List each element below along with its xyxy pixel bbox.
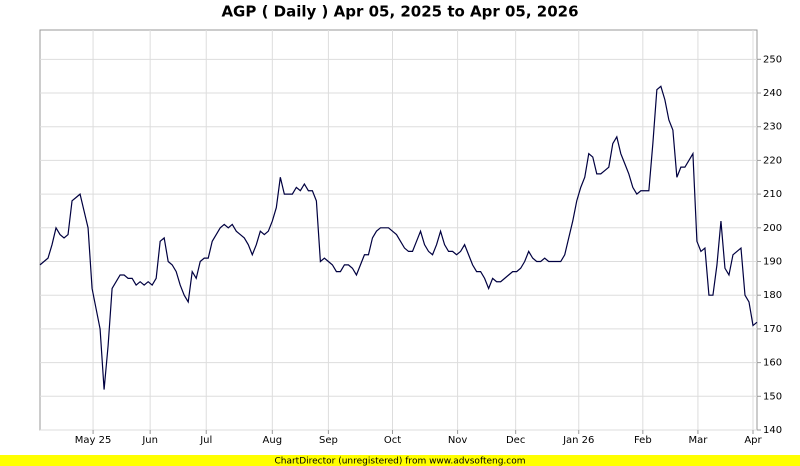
footer: ChartDirector (unregistered) from www.ad…: [274, 457, 525, 466]
x-tick-label: Jul: [199, 435, 212, 446]
x-tick-label: Mar: [688, 435, 708, 446]
y-tick-label: 200: [763, 223, 782, 234]
x-tick-label: Dec: [506, 435, 525, 446]
y-tick-label: 240: [763, 88, 782, 99]
y-tick-label: 180: [763, 290, 782, 301]
x-tick-label: Apr: [744, 435, 762, 446]
plot-area: [39, 29, 758, 431]
y-tick-label: 150: [763, 391, 782, 402]
y-tick-label: 230: [763, 122, 782, 133]
x-tick-label: Feb: [634, 435, 652, 446]
x-tick-label: Jun: [141, 435, 158, 446]
y-tick-label: 210: [763, 189, 782, 200]
y-tick-label: 160: [763, 358, 782, 369]
y-tick-label: 140: [763, 425, 782, 436]
y-tick-label: 250: [763, 54, 782, 65]
x-tick-label: Aug: [263, 435, 283, 446]
price-line: [39, 85, 758, 390]
x-tick-label: Nov: [448, 435, 468, 446]
y-tick-label: 170: [763, 324, 782, 335]
x-tick-label: Sep: [319, 435, 338, 446]
x-tick-label: May 25: [75, 435, 112, 446]
y-tick-label: 190: [763, 257, 782, 268]
chart-title: AGP ( Daily ) Apr 05, 2025 to Apr 05, 20…: [221, 3, 578, 21]
x-tick-label: Oct: [384, 435, 401, 446]
y-tick-label: 220: [763, 155, 782, 166]
x-tick-label: Jan 26: [562, 435, 594, 446]
footer-bar: [0, 455, 800, 466]
